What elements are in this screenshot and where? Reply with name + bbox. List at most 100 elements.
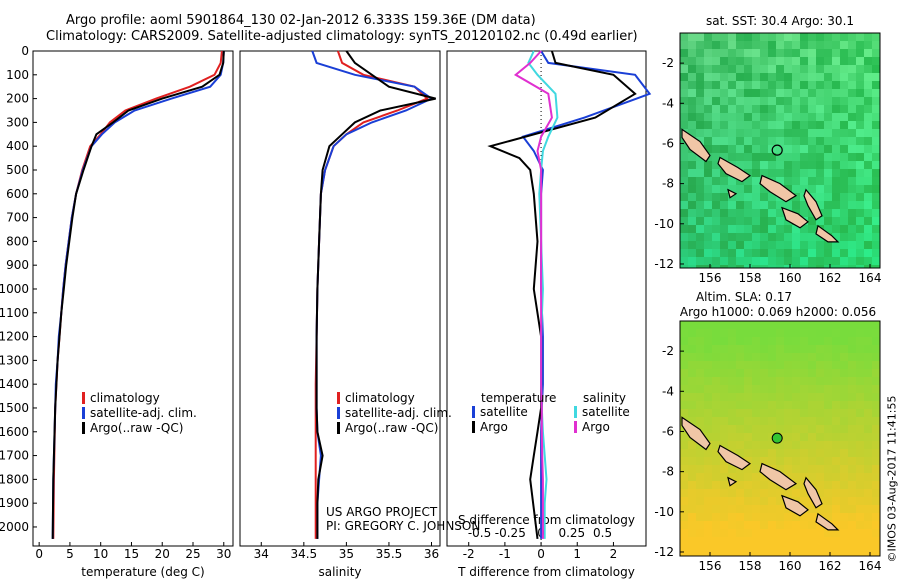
map-1-cell (736, 105, 744, 113)
map-1-cell (720, 225, 728, 233)
sst-map-title: sat. SST: 30.4 Argo: 30.1 (706, 14, 854, 28)
map-1-cell (848, 209, 856, 217)
map-2-cell (728, 425, 736, 433)
map-1-cell (776, 145, 784, 153)
map-1-cell (848, 73, 856, 81)
map-2-cell (856, 353, 864, 361)
map-2-field (680, 321, 880, 556)
map-1-cell (768, 41, 776, 49)
map-1-cell (816, 73, 824, 81)
map-2-cell (712, 385, 720, 393)
map-2-cell (680, 361, 688, 369)
map-2-cell (840, 529, 848, 537)
map-1-cell (800, 233, 808, 241)
map-1-cell (848, 233, 856, 241)
map-1-cell (832, 161, 840, 169)
map-2-cell (808, 409, 816, 417)
map-2-cell (704, 377, 712, 385)
map-2-cell (832, 449, 840, 457)
map-1-cell (696, 257, 704, 265)
map-1-cell (752, 185, 760, 193)
map-2-cell (832, 337, 840, 345)
map-1-cell (792, 233, 800, 241)
map-1-cell (824, 241, 832, 249)
map-1-cell (728, 57, 736, 65)
map-2-cell (688, 457, 696, 465)
map-1-cell (760, 105, 768, 113)
map-2-cell (832, 457, 840, 465)
map-1-cell (784, 177, 792, 185)
map-2-cell (768, 353, 776, 361)
map-1-cell (728, 49, 736, 57)
map-1-cell (776, 153, 784, 161)
map-2-cell (784, 529, 792, 537)
map-2-cell (728, 489, 736, 497)
map-2-cell (776, 337, 784, 345)
map-1-cell (856, 121, 864, 129)
map-2-cell (720, 521, 728, 529)
map-2-cell (728, 465, 736, 473)
map-2-cell (744, 537, 752, 545)
map-1-cell (872, 89, 880, 97)
map-2-cell (872, 417, 880, 425)
map-2-cell (680, 377, 688, 385)
map-1-cell (744, 225, 752, 233)
map-2-cell (728, 321, 736, 329)
map-1-cell (832, 185, 840, 193)
map-1-cell (704, 265, 712, 268)
map-1-cell (752, 33, 760, 41)
map-1-cell (840, 169, 848, 177)
map-1-cell (752, 201, 760, 209)
map-2-cell (848, 321, 856, 329)
map-1-cell (816, 257, 824, 265)
map-2-cell (808, 553, 816, 556)
map-2-cell (696, 537, 704, 545)
map-1-cell (872, 233, 880, 241)
map-2-cell (824, 497, 832, 505)
map-2-cell (688, 345, 696, 353)
map-2-cell (752, 409, 760, 417)
map-2-cell (872, 361, 880, 369)
map-2-cell (712, 513, 720, 521)
map-1-cell (712, 225, 720, 233)
map-2-cell (824, 361, 832, 369)
map-1-cell (720, 129, 728, 137)
map-1-cell (824, 113, 832, 121)
map-2-cell (752, 401, 760, 409)
map-1-cell (752, 137, 760, 145)
map-1-cell (872, 169, 880, 177)
map-1-cell (752, 257, 760, 265)
map-2-cell (736, 385, 744, 393)
map-1-cell (792, 241, 800, 249)
map-2-cell (864, 433, 872, 441)
map-1-cell (712, 113, 720, 121)
map-1-cell (808, 33, 816, 41)
map-2-cell (872, 513, 880, 521)
map-1-cell (848, 193, 856, 201)
map-1-cell (744, 209, 752, 217)
temperature-axis-label: temperature (deg C) (81, 565, 204, 579)
map-1-cell (776, 233, 784, 241)
map-1-cell (800, 201, 808, 209)
island-outline (781, 206, 809, 229)
temperature-plot-frame (32, 50, 234, 547)
map-2-cell (856, 481, 864, 489)
map-2-cell (752, 457, 760, 465)
map-2-cell (712, 553, 720, 556)
map-2-cell (792, 545, 800, 553)
map-2-cell (848, 369, 856, 377)
map-2-cell (768, 377, 776, 385)
salinity-legend-swatch (337, 407, 340, 419)
map-1-cell (736, 161, 744, 169)
map-1-cell (792, 81, 800, 89)
map-1-cell (768, 241, 776, 249)
map-2-cell (832, 409, 840, 417)
longitude-tick-label: 156 (699, 271, 722, 285)
map-2-cell (800, 537, 808, 545)
map-1-cell (768, 153, 776, 161)
map-1-cell (736, 193, 744, 201)
map-2-cell (704, 425, 712, 433)
map-2-cell (800, 361, 808, 369)
map-2-cell (832, 433, 840, 441)
map-1-cell (736, 257, 744, 265)
